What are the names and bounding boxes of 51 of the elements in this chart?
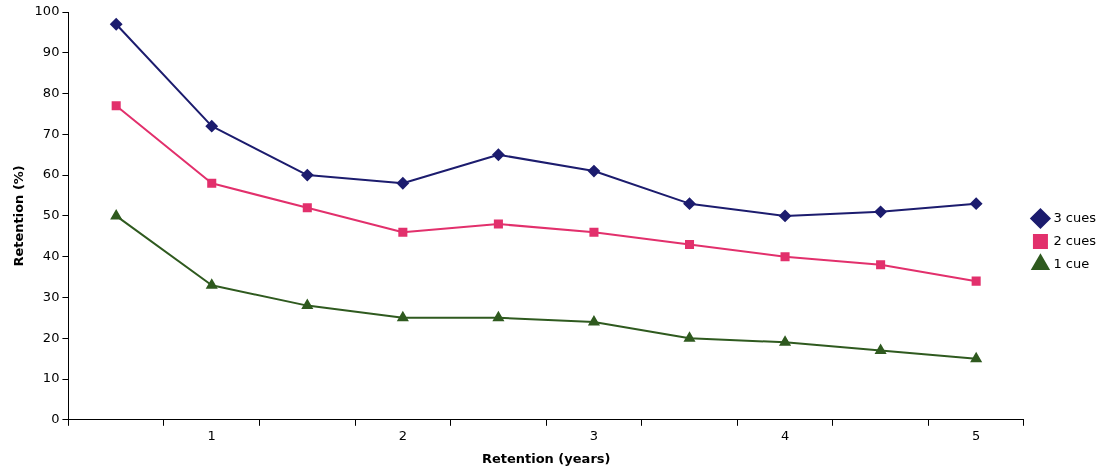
y-tick-label: 60: [42, 166, 60, 182]
y-tick-label: 80: [42, 84, 60, 100]
y-tick-label: 70: [42, 125, 60, 141]
point: [398, 227, 408, 237]
y-tick-label: 20: [42, 329, 60, 345]
point: [301, 299, 313, 310]
point: [493, 219, 503, 229]
point: [301, 169, 314, 182]
point: [302, 203, 312, 213]
point: [396, 177, 409, 190]
x-tick-label: 2: [398, 427, 407, 443]
point: [589, 227, 599, 237]
legend-label: 1 cue: [1053, 255, 1090, 271]
point: [684, 239, 695, 249]
legend-label: 3 cues: [1053, 209, 1097, 225]
legend-label: 2 cues: [1053, 232, 1097, 248]
x-tick-label: 5: [972, 427, 981, 443]
x-tick-label: 4: [780, 427, 790, 443]
point: [587, 165, 600, 178]
point: [207, 178, 217, 188]
y-tick-label: 30: [42, 288, 60, 304]
point: [684, 332, 695, 342]
y-tick-label: 100: [34, 3, 60, 19]
point: [779, 336, 791, 346]
y-axis-title: Retention (%): [11, 165, 27, 267]
point: [110, 209, 122, 220]
point: [683, 197, 696, 210]
point: [111, 101, 121, 111]
y-tick-label: 90: [42, 44, 60, 60]
y-tick-label: 10: [42, 370, 60, 386]
point: [205, 120, 218, 133]
point: [206, 279, 218, 289]
x-tick-label: 1: [207, 427, 216, 443]
point: [780, 252, 790, 262]
x-tick-label: 3: [589, 427, 599, 443]
point: [110, 18, 123, 31]
point: [779, 209, 792, 222]
point: [397, 311, 409, 322]
point: [876, 260, 886, 270]
point: [875, 344, 886, 354]
y-tick-label: 40: [42, 248, 60, 264]
point: [492, 148, 505, 161]
point: [971, 276, 981, 286]
y-tick-label: 50: [42, 207, 60, 223]
x-axis-title: Retention (years): [481, 450, 611, 466]
point: [588, 315, 600, 326]
point: [970, 197, 983, 210]
point: [874, 205, 887, 218]
point: [970, 352, 982, 363]
point: [493, 311, 504, 322]
y-tick-label: 0: [51, 411, 60, 427]
